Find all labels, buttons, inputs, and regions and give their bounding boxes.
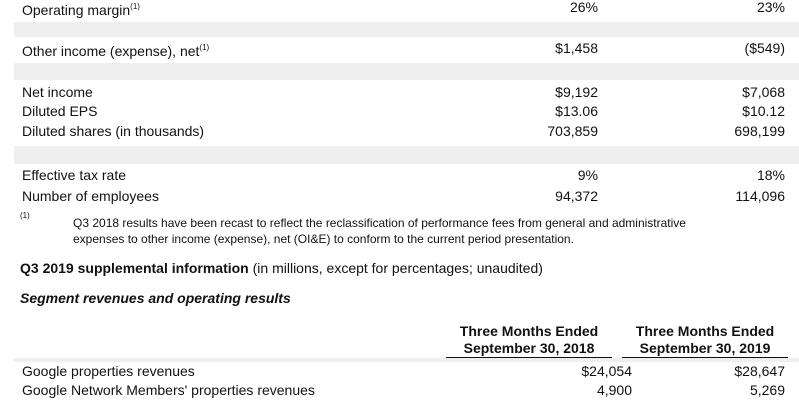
header-line: Three Months Ended [459, 323, 599, 339]
spacer-band [14, 146, 799, 164]
row-label: Number of employees [22, 188, 159, 204]
value: 26% [569, 0, 598, 15]
value: $24,054 [581, 363, 632, 379]
subtitle: (in millions, except for percentages; un… [252, 260, 543, 276]
value: $9,192 [555, 84, 598, 100]
value: 94,372 [555, 188, 598, 204]
value: 114,096 [735, 188, 785, 204]
value: $13.06 [555, 103, 598, 119]
header-line: September 30, 2018 [463, 340, 595, 356]
footnote-marker: (1) [20, 211, 30, 220]
row-label: Google Network Members' properties reven… [22, 382, 315, 398]
row-label: Diluted EPS [22, 103, 98, 119]
note: (1) [199, 43, 210, 52]
value: 9% [577, 167, 598, 183]
value: $28,647 [734, 363, 785, 379]
column-header: Three Months Ended September 30, 2019 [622, 323, 788, 358]
title: Q3 2019 supplemental information [20, 260, 249, 276]
spacer-band [14, 22, 799, 37]
value: 4,900 [596, 382, 632, 398]
value: $7,068 [742, 84, 785, 100]
column-header: Three Months Ended September 30, 2018 [446, 323, 612, 358]
spacer-band [14, 63, 799, 80]
row-label: Net income [22, 84, 93, 100]
label: Operating margin [22, 2, 131, 18]
value: 698,199 [734, 123, 785, 139]
footnote-text: expenses to other income (expense), net … [73, 232, 574, 246]
note: (1) [130, 2, 140, 11]
row-label: Other income (expense), net(1) [22, 39, 209, 60]
row-label: Google properties revenues [22, 363, 195, 379]
section-title: Q3 2019 supplemental information (in mil… [20, 259, 543, 277]
value: $1,458 [555, 40, 598, 56]
section-title: Segment revenues and operating results [20, 290, 291, 306]
footnote-text: Q3 2018 results have been recast to refl… [73, 216, 686, 230]
spacer-band [14, 358, 799, 362]
value: 18% [756, 167, 785, 183]
value: $10.12 [742, 103, 785, 119]
row-label: Operating margin(1) [22, 0, 140, 19]
row-label: Diluted shares (in thousands) [22, 123, 205, 139]
value: 23% [756, 0, 785, 15]
value: 5,269 [749, 382, 785, 398]
row-label: Effective tax rate [22, 167, 127, 183]
label: Other income (expense), net [22, 43, 200, 59]
value: ($549) [744, 40, 785, 56]
value: 703,859 [547, 123, 598, 139]
header-line: September 30, 2019 [639, 340, 771, 356]
header-line: Three Months Ended [635, 323, 775, 339]
